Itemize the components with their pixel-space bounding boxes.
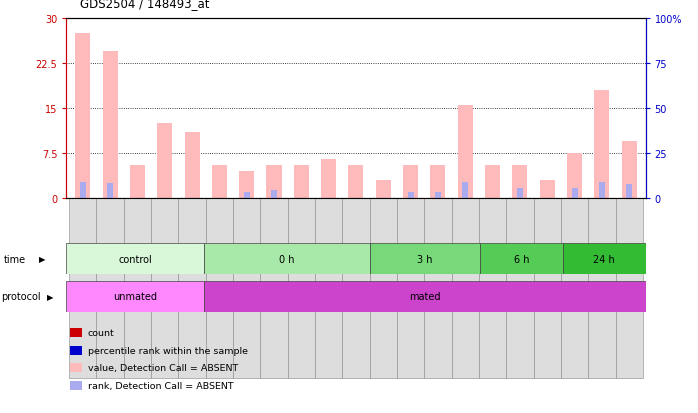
Bar [211,165,227,198]
Bar [485,165,500,198]
Text: ▶: ▶ [47,292,54,301]
Bar [408,193,414,198]
FancyBboxPatch shape [452,198,479,378]
Bar [403,165,418,198]
FancyBboxPatch shape [151,198,179,378]
Bar [321,159,336,198]
FancyBboxPatch shape [96,198,124,378]
Bar [572,188,578,198]
Bar [239,171,254,198]
Text: ▶: ▶ [38,255,45,263]
FancyBboxPatch shape [342,198,370,378]
Text: time: time [3,254,26,264]
Bar [595,90,609,198]
FancyBboxPatch shape [260,198,288,378]
Text: unmated: unmated [113,291,157,301]
FancyBboxPatch shape [424,198,452,378]
Text: percentile rank within the sample: percentile rank within the sample [88,346,248,355]
Bar [184,132,200,198]
FancyBboxPatch shape [370,198,397,378]
Bar [107,184,113,198]
Text: 3 h: 3 h [417,254,433,264]
FancyBboxPatch shape [288,198,315,378]
Bar [294,165,309,198]
Bar [626,185,632,198]
Bar [540,180,555,198]
FancyBboxPatch shape [533,198,561,378]
Bar [103,52,117,198]
Text: count: count [88,328,114,337]
FancyBboxPatch shape [179,198,206,378]
FancyBboxPatch shape [206,198,233,378]
Bar [205,244,370,275]
FancyBboxPatch shape [479,198,506,378]
Bar [157,123,172,198]
Bar [205,281,646,312]
Text: mated: mated [409,291,440,301]
FancyBboxPatch shape [561,198,588,378]
Bar [267,165,281,198]
Bar [567,153,582,198]
Text: 0 h: 0 h [279,254,295,264]
Bar [271,190,277,198]
Text: 6 h: 6 h [514,254,529,264]
Bar [244,193,250,198]
FancyBboxPatch shape [124,198,151,378]
Bar [599,183,605,198]
Bar [370,244,480,275]
Bar [376,180,391,198]
Bar [66,281,205,312]
Bar [622,141,637,198]
Bar [130,165,145,198]
Bar [462,183,468,198]
Text: rank, Detection Call = ABSENT: rank, Detection Call = ABSENT [88,381,234,390]
FancyBboxPatch shape [315,198,342,378]
Bar [75,33,90,198]
FancyBboxPatch shape [397,198,424,378]
FancyBboxPatch shape [69,198,96,378]
Text: 24 h: 24 h [593,254,615,264]
Text: control: control [119,254,152,264]
Bar [435,193,441,198]
Bar [348,165,364,198]
Bar [512,165,528,198]
Bar [563,244,646,275]
Bar [480,244,563,275]
Bar [517,188,523,198]
Text: GDS2504 / 148493_at: GDS2504 / 148493_at [80,0,210,10]
FancyBboxPatch shape [233,198,260,378]
FancyBboxPatch shape [506,198,533,378]
FancyBboxPatch shape [616,198,643,378]
Bar [431,165,445,198]
Text: protocol: protocol [1,291,40,301]
FancyBboxPatch shape [588,198,616,378]
Text: value, Detection Call = ABSENT: value, Detection Call = ABSENT [88,363,238,373]
Bar [458,105,473,198]
Bar [66,244,205,275]
Bar [80,182,86,198]
